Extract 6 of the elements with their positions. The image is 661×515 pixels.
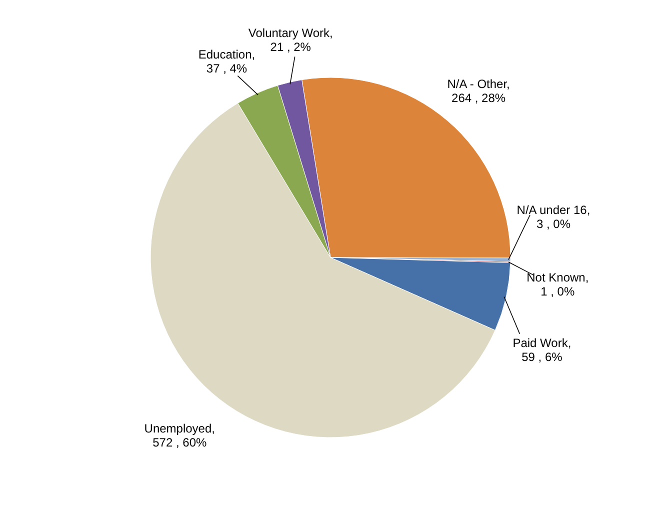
slice-label: N/A - Other, 264 , 28% <box>447 77 510 106</box>
slice-label: Unemployed, 572 , 60% <box>144 421 215 450</box>
slice-label: Paid Work, 59 , 6% <box>512 336 572 364</box>
slice-label: Education, 37 , 4% <box>198 47 256 76</box>
slice-label: Not Known, 1 , 0% <box>526 270 589 298</box>
slice-label: N/A under 16, 3 , 0% <box>516 202 590 231</box>
